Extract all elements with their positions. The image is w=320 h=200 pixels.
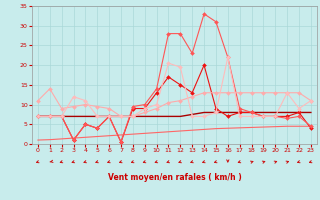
X-axis label: Vent moyen/en rafales ( km/h ): Vent moyen/en rafales ( km/h ) [108,173,241,182]
